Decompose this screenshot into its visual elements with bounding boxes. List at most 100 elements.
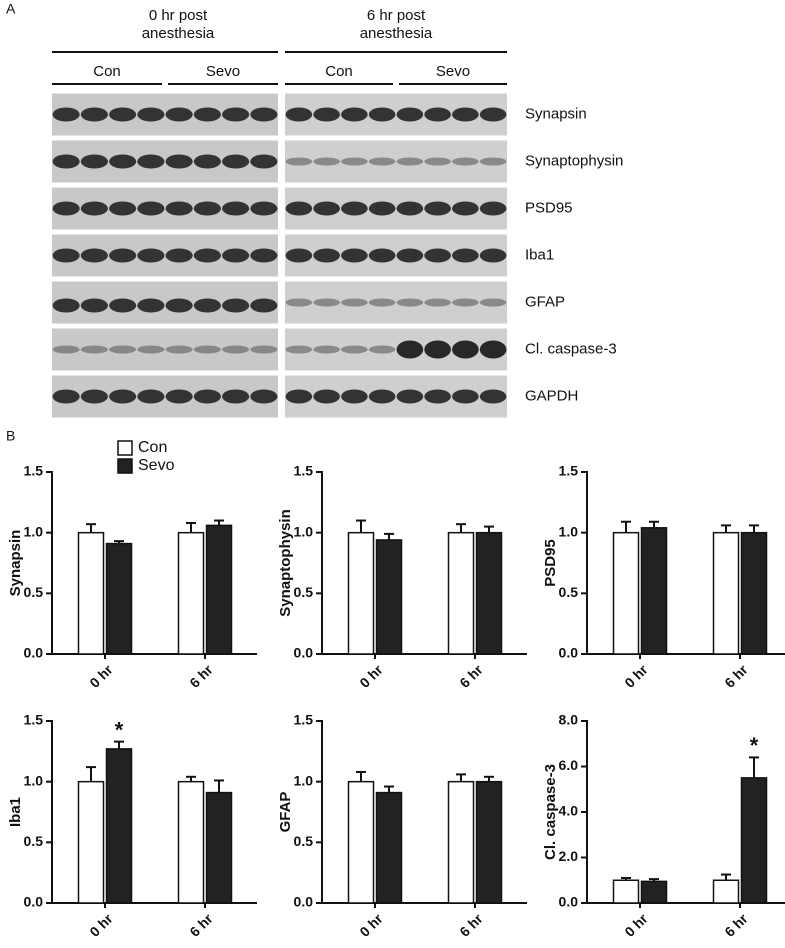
- x-tick-label: 0 hr: [356, 910, 386, 940]
- blot-band: [479, 248, 507, 263]
- blot-band: [250, 201, 278, 216]
- y-tick-label: 0.0: [24, 894, 44, 910]
- bar: [77, 531, 105, 655]
- blot-band: [250, 154, 278, 169]
- significance-marker: *: [750, 733, 759, 758]
- blot-band: [424, 201, 451, 216]
- blot-band: [250, 298, 278, 313]
- protein-label: Synapsin: [525, 105, 587, 122]
- blot-band: [109, 154, 137, 169]
- x-tick-label: 0 hr: [356, 661, 386, 691]
- y-tick-label: 1.5: [24, 463, 44, 479]
- group-header: 6 hr post anesthesia: [359, 7, 433, 42]
- y-axis-label: Synaptophysin: [277, 509, 294, 617]
- y-tick-label: 0.0: [559, 894, 579, 910]
- subgroup-label: Con: [325, 63, 353, 80]
- blot-band: [479, 107, 507, 122]
- legend-label: Sevo: [138, 457, 175, 474]
- blot-band: [137, 248, 165, 263]
- y-tick-label: 0.5: [24, 833, 44, 849]
- legend-swatch: [117, 458, 133, 474]
- blot-band: [193, 201, 221, 216]
- bar: [447, 531, 475, 655]
- blot-band: [368, 345, 396, 354]
- y-tick-label: 0.5: [294, 584, 314, 600]
- y-tick-label: 0.5: [24, 584, 44, 600]
- y-tick-label: 1.0: [24, 523, 44, 539]
- blot-band: [52, 107, 80, 122]
- blot-band: [313, 389, 340, 404]
- blot-band: [424, 298, 451, 307]
- significance-marker: *: [115, 717, 124, 742]
- blot-band: [313, 201, 340, 216]
- blot-band: [341, 389, 368, 404]
- blot-band: [165, 107, 193, 122]
- blot-band: [479, 340, 507, 359]
- protein-label: Iba1: [525, 246, 554, 263]
- bar: [640, 880, 668, 904]
- blot-band: [368, 298, 396, 307]
- blot-band: [250, 389, 278, 404]
- blot-band: [80, 389, 108, 404]
- bar: [375, 791, 403, 904]
- x-tick-label: 0 hr: [86, 661, 116, 691]
- bar: [612, 879, 640, 904]
- blot-band: [479, 157, 507, 166]
- y-axis-label: Synapsin: [7, 530, 24, 597]
- blot-band: [80, 107, 108, 122]
- blot-band: [368, 157, 396, 166]
- blot-band: [341, 201, 368, 216]
- blot-band: [193, 389, 221, 404]
- blot-band: [396, 340, 424, 359]
- blot-band: [80, 154, 108, 169]
- x-tick-label: 6 hr: [721, 910, 751, 940]
- blot-band: [452, 201, 479, 216]
- y-tick-label: 1.5: [559, 463, 579, 479]
- bar: [205, 524, 233, 655]
- blot-band: [222, 345, 250, 354]
- y-tick-label: 1.0: [24, 772, 44, 788]
- bar: [475, 780, 503, 904]
- blot-band: [368, 389, 396, 404]
- blot-band: [285, 248, 313, 263]
- blot-band: [165, 389, 193, 404]
- blot-band: [250, 345, 278, 354]
- subgroup-label: Sevo: [206, 63, 240, 80]
- blot-band: [193, 154, 221, 169]
- y-tick-label: 0.0: [294, 645, 314, 661]
- bar: [740, 777, 768, 904]
- blot-band: [285, 389, 313, 404]
- blot-band: [341, 107, 368, 122]
- blot-band: [285, 345, 313, 354]
- blot-band: [137, 298, 165, 313]
- bar: [347, 531, 375, 655]
- blot-band: [479, 298, 507, 307]
- blot-band: [193, 248, 221, 263]
- blot-band: [285, 201, 313, 216]
- blot-band: [250, 248, 278, 263]
- blot-band: [80, 201, 108, 216]
- protein-label: GFAP: [525, 293, 565, 310]
- protein-label: GAPDH: [525, 387, 578, 404]
- blot-band: [341, 298, 368, 307]
- blot-band: [165, 248, 193, 263]
- blot-band: [313, 345, 340, 354]
- blot-band: [424, 248, 451, 263]
- x-tick-label: 6 hr: [456, 661, 486, 691]
- blot-band: [109, 298, 137, 313]
- bar: [740, 531, 768, 655]
- blot-band: [137, 201, 165, 216]
- bar: [177, 780, 205, 904]
- blot-band: [396, 107, 424, 122]
- y-tick-label: 2.0: [559, 848, 579, 864]
- blot-band: [452, 107, 479, 122]
- blot-band: [396, 248, 424, 263]
- x-tick-label: 6 hr: [721, 661, 751, 691]
- legend-swatch: [117, 440, 133, 456]
- blot-band: [396, 157, 424, 166]
- blot-band: [452, 389, 479, 404]
- y-tick-label: 1.5: [24, 712, 44, 728]
- x-tick-label: 6 hr: [186, 910, 216, 940]
